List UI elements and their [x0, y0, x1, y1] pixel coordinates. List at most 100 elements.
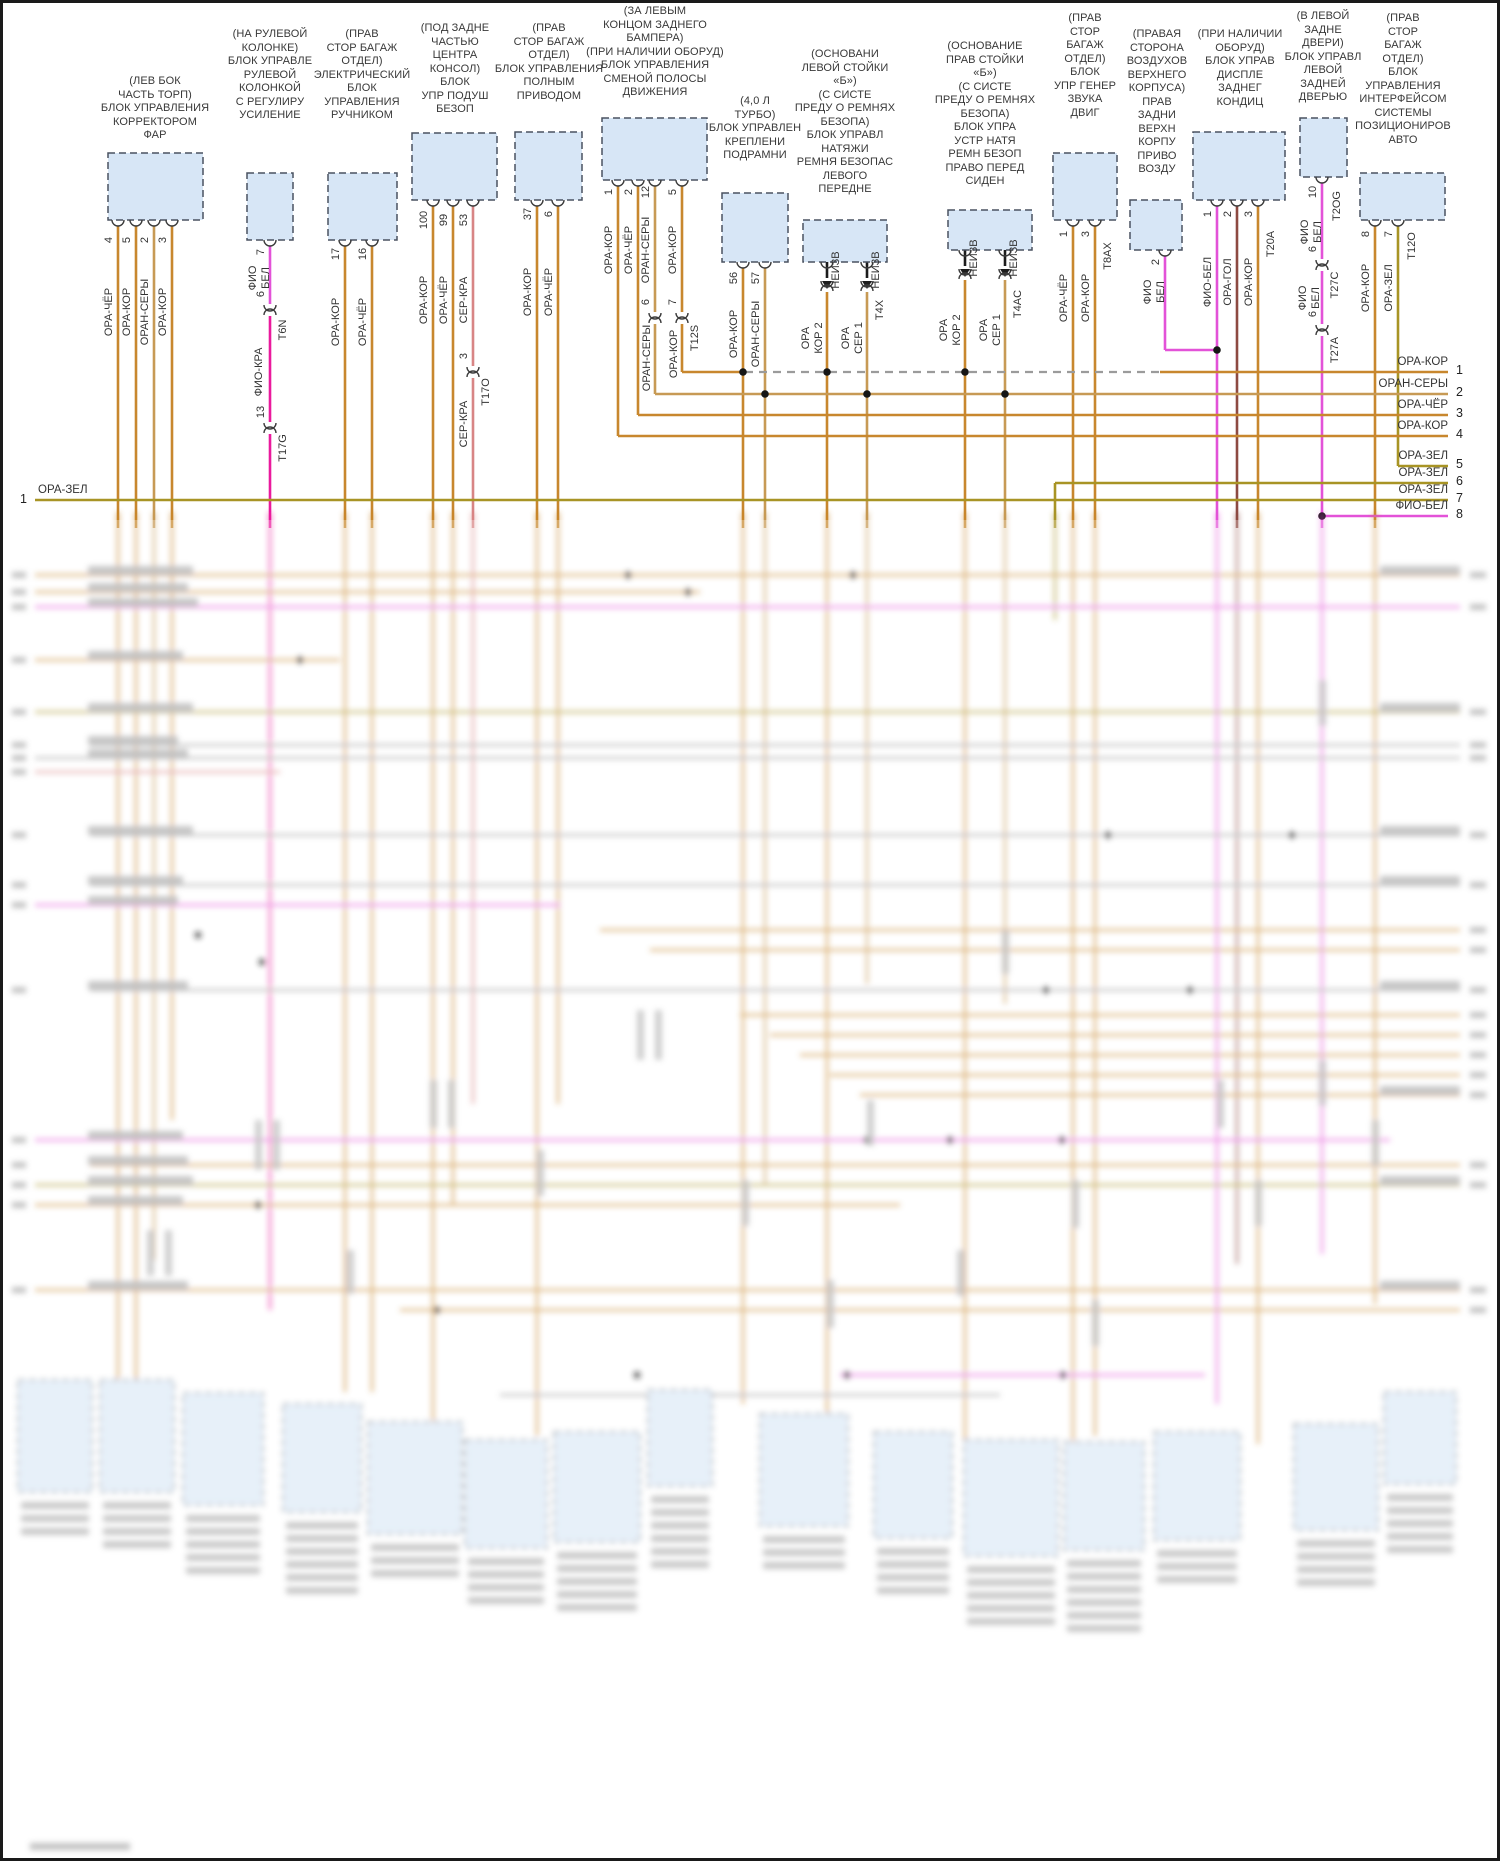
- blurred-line-number: [12, 657, 26, 663]
- blurred-vertical-label: [1319, 680, 1326, 726]
- blurred-caption-text: [468, 1584, 544, 1591]
- junction-dot: [1104, 831, 1112, 839]
- component-box-blurred: [759, 1413, 849, 1527]
- blurred-line-number: [1470, 947, 1486, 953]
- blurred-line-number: [12, 769, 26, 775]
- blurred-caption-text: [103, 1528, 171, 1535]
- break-arc: [675, 316, 689, 324]
- blurred-wire-label: [88, 896, 178, 905]
- junction-dot: [296, 656, 304, 664]
- component-box-engine-sound-generator-module: [1052, 152, 1118, 221]
- pin-arc: [530, 199, 544, 207]
- blurred-line-number: [12, 572, 26, 578]
- blurred-caption-text: [1157, 1550, 1237, 1557]
- blurred-caption-text: [651, 1561, 709, 1568]
- blurred-wire-label: [88, 1131, 183, 1140]
- blurred-caption-text: [1387, 1520, 1453, 1527]
- blurred-caption-text: [763, 1536, 845, 1543]
- break-arc: [958, 268, 972, 276]
- blurred-caption-text: [877, 1587, 949, 1594]
- blurred-caption-text: [371, 1570, 459, 1577]
- blurred-caption-text: [21, 1502, 89, 1509]
- pin-arc: [1251, 199, 1265, 207]
- blurred-line-number: [1470, 1182, 1486, 1188]
- break-arc: [263, 308, 277, 316]
- component-box-headlamp-leveling-module: [107, 152, 204, 221]
- blurred-vertical-label: [1255, 1180, 1262, 1226]
- blurred-layer: [12, 512, 1486, 1850]
- break-arc: [1315, 259, 1329, 267]
- blurred-caption-text: [651, 1548, 709, 1555]
- break-arc: [466, 366, 480, 374]
- blurred-caption-text: [967, 1618, 1055, 1625]
- component-box-blurred: [1063, 1441, 1145, 1551]
- blurred-line-number: [1470, 927, 1486, 933]
- blurred-line-number: [1470, 987, 1486, 993]
- blurred-line-number: [1470, 882, 1486, 888]
- pin-arc: [165, 219, 179, 227]
- blurred-caption-text: [286, 1561, 358, 1568]
- blurred-caption-text: [21, 1528, 89, 1535]
- pin-arc: [338, 239, 352, 247]
- blurred-caption-text: [1387, 1494, 1453, 1501]
- junction-dot: [624, 571, 632, 579]
- blurred-wire-label: [88, 1196, 183, 1205]
- component-box-blurred: [367, 1421, 463, 1535]
- break-arc: [263, 422, 277, 430]
- break-arc: [998, 268, 1012, 276]
- break-arc: [1315, 328, 1329, 336]
- blurred-caption-text: [1297, 1540, 1375, 1547]
- blurred-line-number: [1470, 1012, 1486, 1018]
- junction-dot: [739, 368, 747, 376]
- blurred-caption-text: [286, 1587, 358, 1594]
- pin-arc: [736, 261, 750, 269]
- pin-arc: [958, 249, 972, 257]
- blurred-wire-label: [88, 981, 188, 990]
- blurred-line-number: [1470, 1032, 1486, 1038]
- blurred-caption-text: [103, 1502, 171, 1509]
- blurred-vertical-label: [957, 1250, 964, 1296]
- blurred-wire-label: [1380, 1086, 1460, 1095]
- pin-arc: [998, 249, 1012, 257]
- pin-arc: [1230, 199, 1244, 207]
- pin-arc: [820, 261, 834, 269]
- blurred-vertical-label: [1072, 1180, 1079, 1228]
- pin-arc: [1368, 219, 1382, 227]
- blurred-caption-text: [186, 1528, 260, 1535]
- junction-dot: [761, 390, 769, 398]
- blurred-wire-label: [88, 1156, 188, 1165]
- break-arc: [466, 370, 480, 378]
- break-arc: [263, 304, 277, 312]
- blurred-wire-label: [88, 1281, 188, 1290]
- junction-dot: [433, 1306, 441, 1314]
- blurred-line-number: [12, 987, 26, 993]
- blurred-caption-text: [877, 1548, 949, 1555]
- blurred-line-number: [12, 589, 26, 595]
- blurred-wire-label: [88, 736, 178, 745]
- blurred-wire-label: [1380, 981, 1460, 990]
- pin-arc: [1066, 219, 1080, 227]
- junction-dot: [863, 390, 871, 398]
- blurred-line-number: [12, 882, 26, 888]
- blurred-caption-text: [103, 1541, 171, 1548]
- pin-arc: [648, 179, 662, 187]
- blurred-line-number: [1470, 1307, 1486, 1313]
- junction-dot: [946, 1136, 954, 1144]
- component-box-vehicle-positioning-interface-module: [1359, 172, 1446, 221]
- junction-dot: [843, 1371, 851, 1379]
- blurred-caption-text: [763, 1549, 845, 1556]
- break-arc: [860, 280, 874, 288]
- blurred-line-number: [1470, 832, 1486, 838]
- component-box-blurred: [553, 1431, 641, 1543]
- break-arc: [1315, 324, 1329, 332]
- blurred-caption-text: [1157, 1563, 1237, 1570]
- component-box-blurred: [963, 1439, 1059, 1557]
- blurred-vertical-label: [1217, 1080, 1224, 1128]
- pin-arc: [860, 261, 874, 269]
- blurred-line-number: [12, 1182, 26, 1188]
- blurred-vertical-label: [273, 1120, 280, 1170]
- blurred-caption-text: [1297, 1566, 1375, 1573]
- blurred-vertical-label: [448, 1080, 455, 1128]
